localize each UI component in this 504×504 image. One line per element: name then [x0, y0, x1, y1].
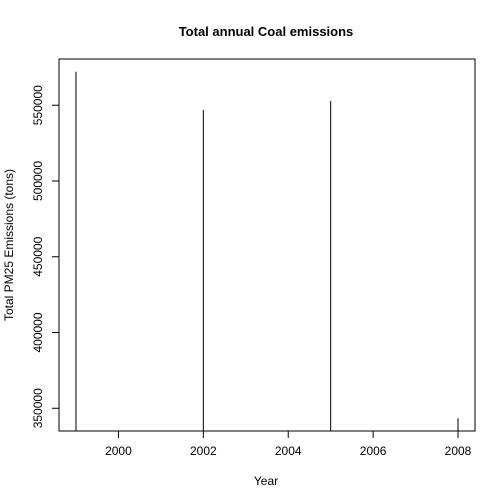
- y-tick-label: 350000: [31, 388, 45, 428]
- chart-title: Total annual Coal emissions: [179, 24, 354, 39]
- y-tick-label: 500000: [31, 161, 45, 201]
- data-series: [76, 72, 458, 431]
- x-axis: 2000 2002 2004 2006 2008: [105, 431, 472, 458]
- x-tick-label: 2004: [275, 444, 302, 458]
- x-tick-label: 2006: [360, 444, 387, 458]
- y-tick-label: 450000: [31, 236, 45, 276]
- y-tick-label: 400000: [31, 312, 45, 352]
- x-axis-label: Year: [254, 474, 278, 488]
- y-tick-label: 550000: [31, 85, 45, 125]
- y-axis: 350000 400000 450000 500000 550000: [31, 85, 59, 428]
- x-tick-label: 2008: [445, 444, 472, 458]
- x-tick-label: 2002: [190, 444, 217, 458]
- x-tick-label: 2000: [105, 444, 132, 458]
- y-axis-label: Total PM25 Emissions (tons): [2, 169, 16, 321]
- plot-frame: [59, 59, 475, 431]
